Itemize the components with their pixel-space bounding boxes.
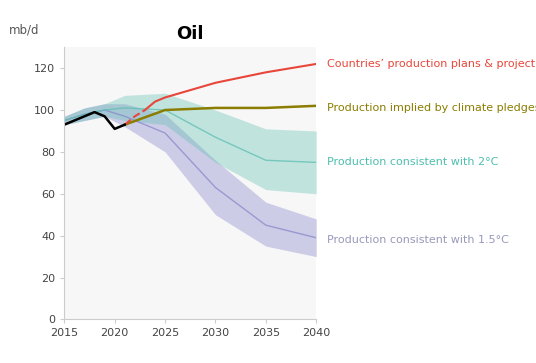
Text: Countries’ production plans & projections: Countries’ production plans & projection… (327, 59, 536, 69)
Text: Production consistent with 2°C: Production consistent with 2°C (327, 158, 498, 167)
Text: Production consistent with 1.5°C: Production consistent with 1.5°C (327, 235, 509, 245)
Text: mb/d: mb/d (9, 23, 40, 36)
Title: Oil: Oil (176, 25, 204, 43)
Text: Production implied by climate pledges: Production implied by climate pledges (327, 103, 536, 113)
